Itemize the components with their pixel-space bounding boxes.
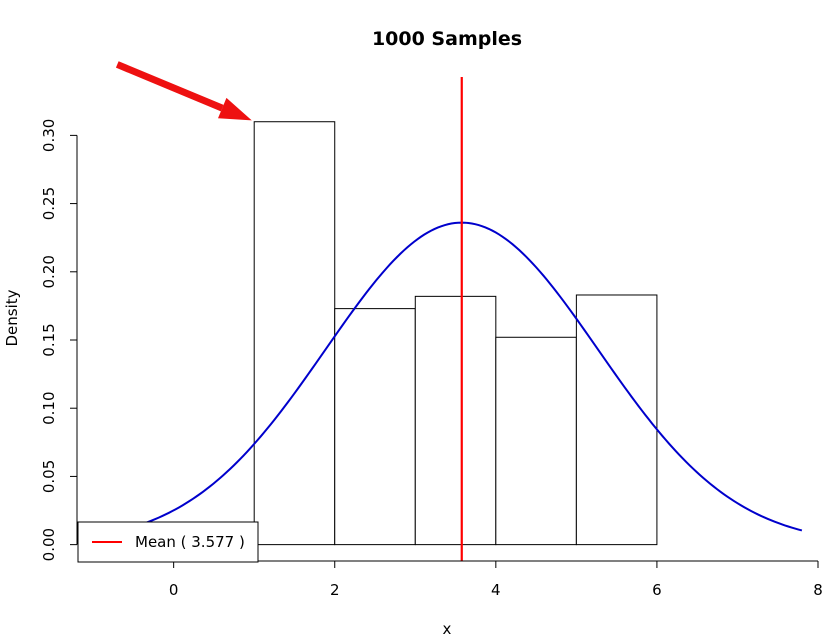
- arrow-shaft: [115, 61, 224, 112]
- x-tick-label: 4: [491, 581, 501, 599]
- y-tick-label: 0.20: [40, 255, 58, 288]
- arrow-head: [218, 97, 252, 121]
- y-tick-label: 0.05: [40, 460, 58, 493]
- x-tick-label: 8: [813, 581, 823, 599]
- legend: Mean ( 3.577 ): [77, 521, 259, 563]
- x-axis: 0 2 4 6 8: [169, 560, 823, 599]
- x-tick-label: 0: [169, 581, 179, 599]
- histogram-bars: [253, 121, 658, 546]
- chart-title: 1000 Samples: [372, 28, 522, 50]
- histogram-bar-1: [253, 121, 336, 546]
- histogram-bar-4: [495, 336, 577, 546]
- histogram-bar-5: [575, 294, 658, 546]
- y-tick-label: 0.00: [40, 528, 58, 561]
- annotation-arrow: [115, 61, 252, 121]
- y-tick-label: 0.10: [40, 392, 58, 425]
- y-tick-label: 0.25: [40, 187, 58, 220]
- y-tick-label: 0.15: [40, 323, 58, 356]
- y-tick-label: 0.30: [40, 119, 58, 152]
- legend-label-mean: Mean ( 3.577 ): [135, 533, 245, 551]
- x-tick-label: 6: [652, 581, 662, 599]
- x-axis-label: x: [443, 620, 452, 638]
- y-axis-label: Density: [3, 289, 21, 346]
- x-tick-label: 2: [330, 581, 340, 599]
- histogram-bar-2: [334, 308, 416, 546]
- histogram-bar-3: [414, 295, 497, 546]
- y-axis: 0.00 0.05 0.10 0.15 0.20 0.25 0.30: [40, 119, 78, 561]
